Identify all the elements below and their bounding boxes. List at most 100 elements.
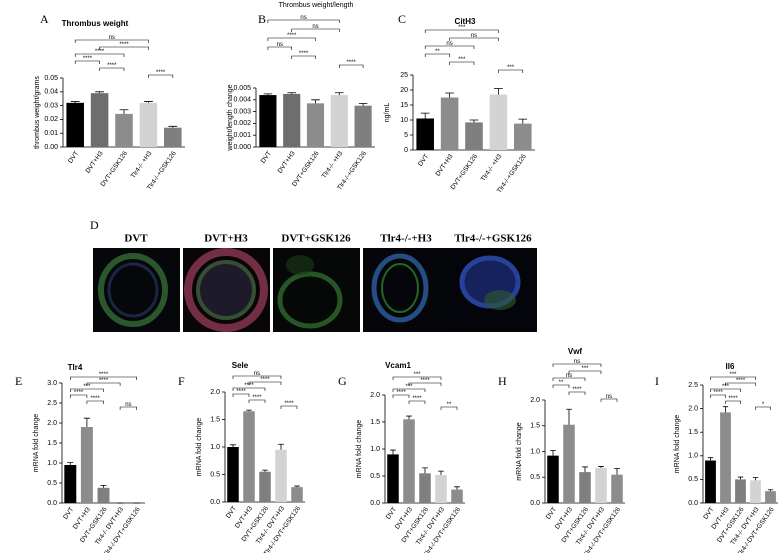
bar: [416, 118, 434, 150]
significance-bracket: [70, 394, 88, 398]
significance-bracket: [291, 55, 316, 59]
error-bar: [119, 109, 129, 114]
significance-label: ****: [107, 63, 117, 69]
error-bar: [420, 112, 430, 119]
significance-label: ***: [83, 384, 91, 390]
x-tick-label: DVT: [67, 150, 80, 165]
bar: [514, 123, 532, 150]
significance-label: ****: [572, 387, 582, 393]
significance-label: ****: [74, 390, 84, 396]
significance-label: ns: [446, 41, 452, 47]
bar: [705, 460, 716, 503]
significance-bracket: [291, 28, 340, 32]
bar: [64, 465, 77, 503]
bar: [291, 487, 303, 502]
y-tick-label: 0.5: [530, 474, 540, 481]
y-tick-label: 3.0: [47, 380, 57, 387]
error-bar: [518, 118, 528, 124]
error-bar: [566, 408, 572, 425]
x-tick-label: DVT+H3: [277, 150, 297, 175]
error-bar: [95, 91, 104, 94]
y-tick-label: 0.02: [44, 116, 58, 123]
significance-label: ***: [458, 57, 466, 63]
significance-label: ns: [606, 394, 612, 400]
x-tick-label: DVT+H3: [85, 150, 105, 175]
panel: E Tlr4 mRNA fold change 0.0 0.5 1.0 1.5 2.0 2.5 3…: [15, 363, 145, 553]
error-bar: [358, 102, 368, 106]
bar: [403, 419, 415, 503]
significance-label: **: [447, 402, 452, 408]
y-tick-label: 2.0: [688, 405, 698, 412]
panel: C CitH3 ng/mL 0 5 10 15 20 25 DVT DVT+H3DVT+GSK126…: [384, 12, 535, 195]
significance-bracket: [267, 37, 316, 41]
error-bar: [454, 486, 460, 490]
error-bar: [406, 415, 412, 420]
y-tick-label: 0.05: [44, 75, 58, 82]
bar: [306, 103, 325, 147]
panel-title: Il6: [726, 362, 735, 371]
y-tick-label: 25: [400, 72, 408, 79]
x-tick-label: DVT+GSK126: [100, 150, 130, 188]
bar: [451, 489, 463, 503]
significance-label: ****: [252, 395, 262, 401]
panel-letter: C: [398, 12, 406, 26]
y-tick-label: 2.5: [688, 382, 698, 389]
significance-label: ***: [413, 372, 421, 378]
panel-title: CitH3: [455, 17, 476, 26]
y-tick-label: 1.0: [370, 446, 380, 453]
panel: A Thrombus weight thrombus weight/grams 0.0…: [34, 12, 185, 192]
significance-label: ****: [91, 396, 101, 402]
significance-bracket: [148, 74, 174, 78]
significance-label: ns: [574, 359, 580, 365]
bar: [563, 424, 575, 503]
y-tick-label: 1.0: [530, 448, 540, 455]
y-axis-label: mRNA fold change: [516, 422, 523, 480]
significance-bracket: [392, 394, 410, 398]
y-tick-label: 1.0: [688, 453, 698, 460]
significance-bracket: [248, 399, 266, 403]
bar: [330, 95, 348, 147]
y-tick-label: 1.5: [370, 419, 380, 426]
micrograph-label: DVT+GSK126: [281, 233, 351, 245]
error-bar: [67, 462, 74, 465]
y-axis-label: mRNA fold change: [196, 418, 203, 476]
panel-title: Vcam1: [385, 361, 411, 370]
bar: [440, 97, 459, 150]
significance-bracket: [710, 394, 726, 398]
bar: [139, 102, 158, 147]
bar: [354, 105, 372, 147]
significance-bracket: [232, 393, 250, 397]
y-tick-label: 0.001: [233, 132, 251, 139]
significance-label: ****: [347, 60, 357, 66]
y-tick-label: 0.5: [688, 476, 698, 483]
bar: [227, 447, 239, 502]
y-tick-label: 0.01: [44, 130, 58, 137]
significance-label: ns: [300, 15, 306, 21]
significance-bracket: [232, 375, 282, 379]
bar: [489, 94, 508, 150]
y-tick-label: 0.0: [688, 500, 698, 507]
error-bar: [737, 476, 744, 480]
y-tick-label: 1.5: [530, 423, 540, 430]
significance-label: **: [435, 49, 440, 55]
significance-bracket: [449, 37, 499, 41]
bar: [90, 93, 109, 147]
significance-bracket: [86, 382, 121, 386]
error-bar: [438, 470, 444, 475]
bar: [595, 467, 607, 503]
bar: [243, 411, 255, 502]
significance-bracket: [267, 46, 292, 50]
y-tick-label: 2.0: [210, 389, 220, 396]
significance-label: ****: [284, 401, 294, 407]
bar: [435, 474, 447, 503]
significance-bracket: [408, 382, 442, 386]
panel-title: Tlr4: [68, 363, 83, 372]
bar: [66, 102, 84, 147]
bar: [419, 473, 431, 503]
significance-bracket: [119, 406, 137, 410]
significance-label: ****: [99, 372, 109, 378]
error-bar: [100, 485, 107, 488]
error-bar: [707, 457, 714, 461]
error-bar: [335, 92, 344, 96]
